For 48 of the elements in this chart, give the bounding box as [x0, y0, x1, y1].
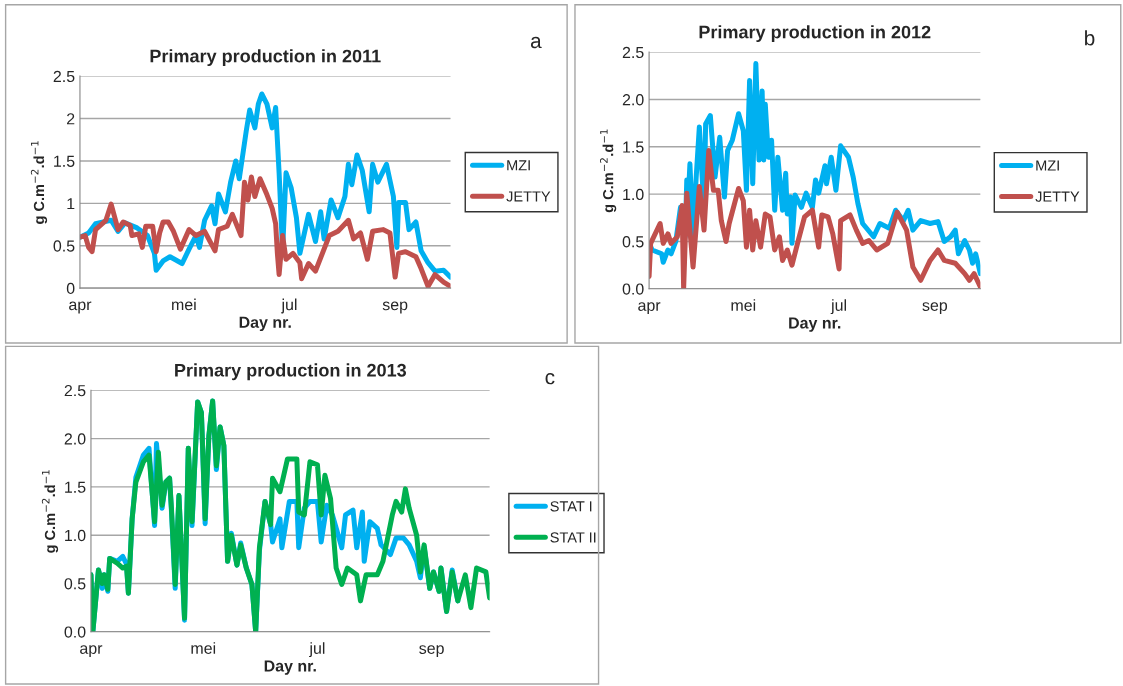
x-tick-label: mei: [191, 642, 216, 654]
y-tick-label: 1.0: [65, 529, 86, 542]
text: b: [1085, 30, 1095, 46]
x-tick-label: apr: [638, 302, 661, 315]
y-tick-label: 2.5: [64, 384, 86, 397]
y-tick-label: 1.0: [623, 188, 644, 201]
x-tick-label: jul: [309, 642, 325, 658]
legend-label: STAT II: [550, 532, 596, 543]
y-tick-label: 2: [67, 113, 75, 125]
y-tick-label: 2.5: [622, 46, 644, 59]
legend-label: JETTY: [506, 191, 551, 202]
y-tick-label: 0.5: [64, 578, 86, 590]
y-tick-label: 0.0: [64, 626, 86, 638]
y-axis-title: g C.m$^{−2}$.d$^{−1}$: [600, 129, 617, 213]
legend-label: JETTY: [1035, 191, 1080, 202]
y-axis-title: g C.m$^{−2}$.d$^{−1}$: [41, 470, 59, 553]
x-tick-label: sep: [922, 302, 948, 315]
y-tick-label: 0.0: [622, 283, 644, 295]
y-tick-label: 2.5: [53, 70, 75, 83]
x-axis-title: Day nr.: [239, 316, 291, 332]
legend-label: STAT I: [550, 501, 592, 512]
x-tick-label: jul: [281, 298, 297, 314]
x-axis-title: Day nr.: [264, 660, 316, 675]
text: c: [545, 372, 555, 385]
x-tick-label: mei: [172, 298, 196, 311]
x-tick-label: sep: [382, 301, 408, 314]
y-tick-label: 1.5: [65, 481, 86, 493]
y-tick-label: 0.5: [622, 236, 644, 248]
y-tick-label: 1.5: [623, 141, 644, 153]
text: a: [530, 36, 542, 49]
chart-title: Primary production in 2011: [150, 49, 381, 66]
x-tick-label: apr: [80, 645, 103, 658]
x-tick-label: sep: [419, 645, 444, 658]
x-axis-title: Day nr.: [789, 317, 841, 332]
y-tick-label: 1: [67, 198, 75, 210]
y-axis-title: g C.m$^{−2}$.d$^{−1}$: [30, 141, 48, 224]
legend-label: MZI: [507, 160, 530, 171]
chart-title: Primary production in 2012: [699, 25, 931, 42]
legend-label: MZI: [1036, 160, 1059, 171]
x-tick-label: jul: [830, 299, 846, 315]
y-tick-label: 2.0: [64, 433, 86, 445]
x-tick-label: mei: [731, 299, 756, 311]
y-tick-label: 2.0: [622, 94, 644, 106]
y-tick-label: 0: [66, 282, 75, 295]
x-tick-label: apr: [69, 301, 92, 314]
y-tick-label: 1.5: [54, 155, 75, 167]
y-tick-label: 0.5: [53, 240, 75, 252]
chart-title: Primary production in 2013: [175, 363, 407, 381]
